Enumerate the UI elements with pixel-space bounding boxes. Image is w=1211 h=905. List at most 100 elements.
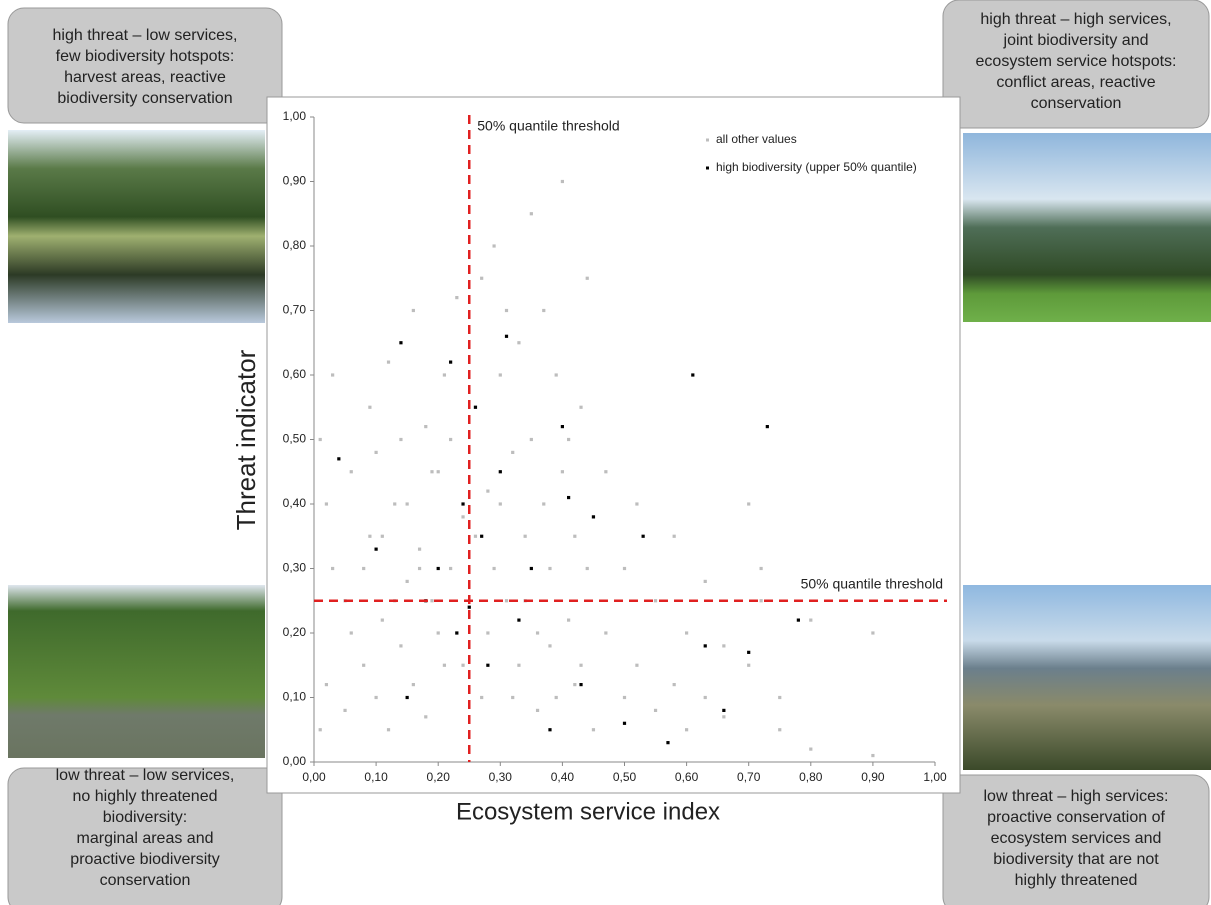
point <box>722 709 725 712</box>
quadrant-label: no highly threatened <box>73 788 218 805</box>
point <box>505 599 508 602</box>
point <box>406 696 409 699</box>
point <box>542 309 545 312</box>
quadrant-label: marginal areas and <box>77 830 214 847</box>
point <box>437 470 440 473</box>
legend-marker <box>706 139 709 142</box>
point <box>499 470 502 473</box>
point <box>592 728 595 731</box>
point <box>747 664 750 667</box>
point <box>623 722 626 725</box>
legend-label: high biodiversity (upper 50% quantile) <box>716 160 917 174</box>
point <box>449 361 452 364</box>
y-tick-label: 0,70 <box>283 303 307 317</box>
point <box>430 470 433 473</box>
threshold-label: 50% quantile threshold <box>801 575 943 591</box>
quadrant-label: proactive conservation of <box>987 809 1165 826</box>
quadrant-label: harvest areas, reactive <box>64 69 226 86</box>
point <box>331 567 334 570</box>
point <box>325 683 328 686</box>
point <box>399 341 402 344</box>
x-tick-label: 0,00 <box>302 770 326 784</box>
point <box>517 664 520 667</box>
point <box>530 438 533 441</box>
photo <box>8 130 265 323</box>
point <box>393 502 396 505</box>
point <box>548 567 551 570</box>
x-tick-label: 0,10 <box>364 770 388 784</box>
point <box>536 631 539 634</box>
point <box>375 451 378 454</box>
quadrant-label: biodiversity: <box>103 809 187 826</box>
point <box>455 631 458 634</box>
point <box>461 515 464 518</box>
point <box>325 502 328 505</box>
point <box>517 619 520 622</box>
point <box>579 664 582 667</box>
point <box>492 244 495 247</box>
point <box>505 309 508 312</box>
point <box>766 425 769 428</box>
point <box>461 664 464 667</box>
point <box>635 502 638 505</box>
point <box>573 535 576 538</box>
y-tick-label: 0,60 <box>283 367 307 381</box>
point <box>561 180 564 183</box>
point <box>505 335 508 338</box>
point <box>642 535 645 538</box>
point <box>480 277 483 280</box>
x-tick-label: 0,30 <box>489 770 513 784</box>
x-tick-label: 1,00 <box>923 770 947 784</box>
point <box>760 567 763 570</box>
y-tick-label: 0,00 <box>283 754 307 768</box>
point <box>579 683 582 686</box>
quadrant-label: highly threatened <box>1015 872 1138 889</box>
x-tick-label: 0,90 <box>861 770 885 784</box>
point <box>486 490 489 493</box>
legend-label: all other values <box>716 132 797 146</box>
quadrant-label: conflict areas, reactive <box>996 74 1155 91</box>
point <box>418 567 421 570</box>
point <box>666 741 669 744</box>
point <box>350 631 353 634</box>
point <box>604 470 607 473</box>
quadrant-label: conservation <box>100 872 191 889</box>
quadrant-label: ecosystem service hotspots: <box>976 53 1177 70</box>
point <box>704 696 707 699</box>
point <box>399 438 402 441</box>
point <box>654 599 657 602</box>
quadrant-label: proactive biodiversity <box>70 851 219 868</box>
point <box>474 535 477 538</box>
plot-panel <box>267 97 960 793</box>
x-tick-label: 0,20 <box>427 770 451 784</box>
point <box>375 696 378 699</box>
quadrant-label: high threat – low services, <box>53 27 238 44</box>
point <box>443 373 446 376</box>
point <box>449 567 452 570</box>
point <box>474 406 477 409</box>
point <box>387 361 390 364</box>
point <box>337 457 340 460</box>
point <box>437 631 440 634</box>
point <box>604 631 607 634</box>
point <box>530 567 533 570</box>
point <box>350 470 353 473</box>
point <box>722 644 725 647</box>
point <box>586 277 589 280</box>
point <box>623 696 626 699</box>
point <box>480 696 483 699</box>
point <box>486 631 489 634</box>
y-tick-label: 1,00 <box>283 109 307 123</box>
point <box>561 425 564 428</box>
point <box>406 580 409 583</box>
point <box>381 535 384 538</box>
x-tick-label: 0,50 <box>613 770 637 784</box>
point <box>809 748 812 751</box>
point <box>778 696 781 699</box>
threshold-label: 50% quantile threshold <box>477 118 619 134</box>
point <box>586 567 589 570</box>
point <box>685 631 688 634</box>
point <box>760 599 763 602</box>
point <box>809 619 812 622</box>
point <box>573 683 576 686</box>
